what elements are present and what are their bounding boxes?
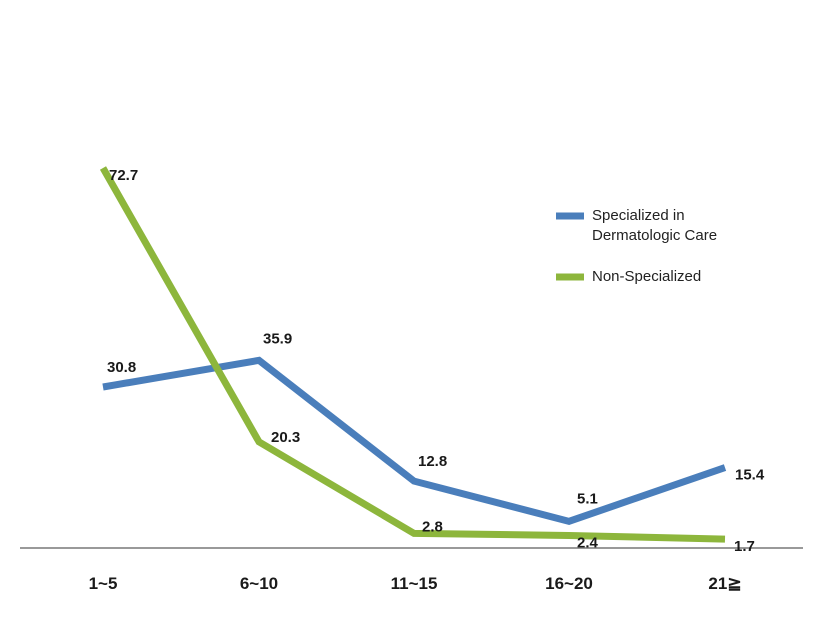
legend-label-1-line-0: Non-Specialized [592,268,701,285]
data-label-layer: 30.8 35.9 12.8 5.1 15.4 72.7 20.3 2.8 2.4 1.7 [107,167,765,555]
data-label-s0-p3: 5.1 [577,490,598,507]
series-line-1 [99,166,726,543]
legend: Specialized in Dermatologic Care Non-Speci… [556,207,717,285]
data-label-s0-p4: 15.4 [735,466,765,483]
data-label-s0-p2: 12.8 [418,453,447,470]
legend-label-0-line-0: Specialized in [592,207,685,224]
legend-label-0-line-1: Dermatologic Care [592,227,717,244]
data-label-s1-p3: 2.4 [577,534,599,551]
data-label-s1-p0: 72.7 [109,167,138,184]
data-label-s0-p1: 35.9 [263,330,292,347]
x-tick-label-4: 21≧ [708,574,741,593]
x-tick-label-2: 11~15 [391,574,438,593]
series-layer [99,166,727,543]
x-tick-labels: 1~5 6~10 11~15 16~20 21≧ [89,574,742,593]
x-tick-label-0: 1~5 [89,574,118,593]
data-label-s1-p2: 2.8 [422,518,443,535]
data-label-s0-p0: 30.8 [107,359,136,376]
x-tick-label-1: 6~10 [240,574,278,593]
data-label-s1-p1: 20.3 [271,429,300,446]
data-label-s1-p4: 1.7 [734,538,755,555]
series-line-0 [102,356,727,525]
x-tick-label-3: 16~20 [545,574,593,593]
